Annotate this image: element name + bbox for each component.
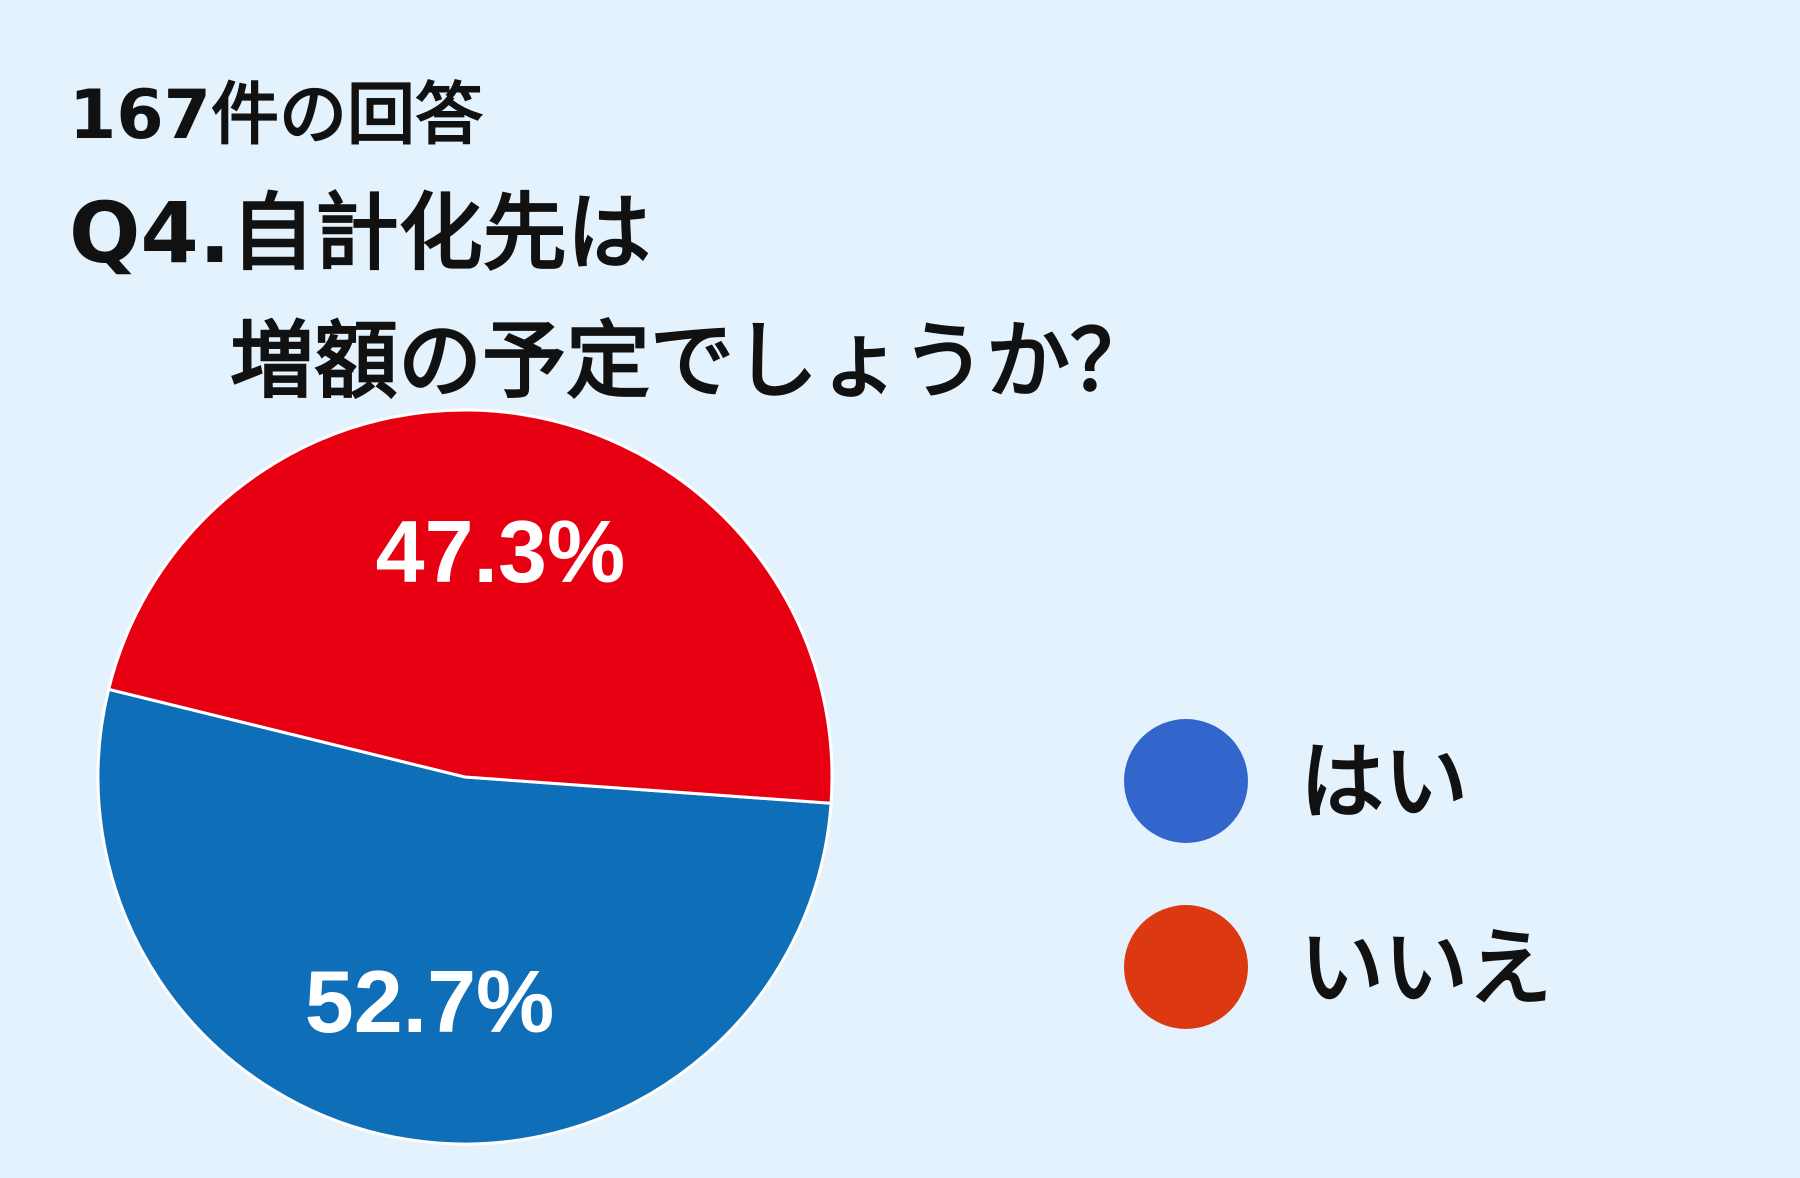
pie-slice xyxy=(106,408,834,805)
legend-swatch xyxy=(1124,905,1248,1029)
legend-label: いいえ xyxy=(1300,919,1552,1017)
data-label: 52.7% xyxy=(305,952,555,1051)
legend-label: はい xyxy=(1300,733,1468,831)
pie-slice xyxy=(96,687,833,1146)
data-label: 47.3% xyxy=(376,502,626,601)
legend-swatch xyxy=(1124,719,1248,843)
chart-title: 167件の回答 xyxy=(69,76,484,155)
chart-subtitle: Q4.自計化先は xyxy=(69,184,651,282)
chart-subtitle: 増額の予定でしょうか？ xyxy=(230,312,1154,410)
